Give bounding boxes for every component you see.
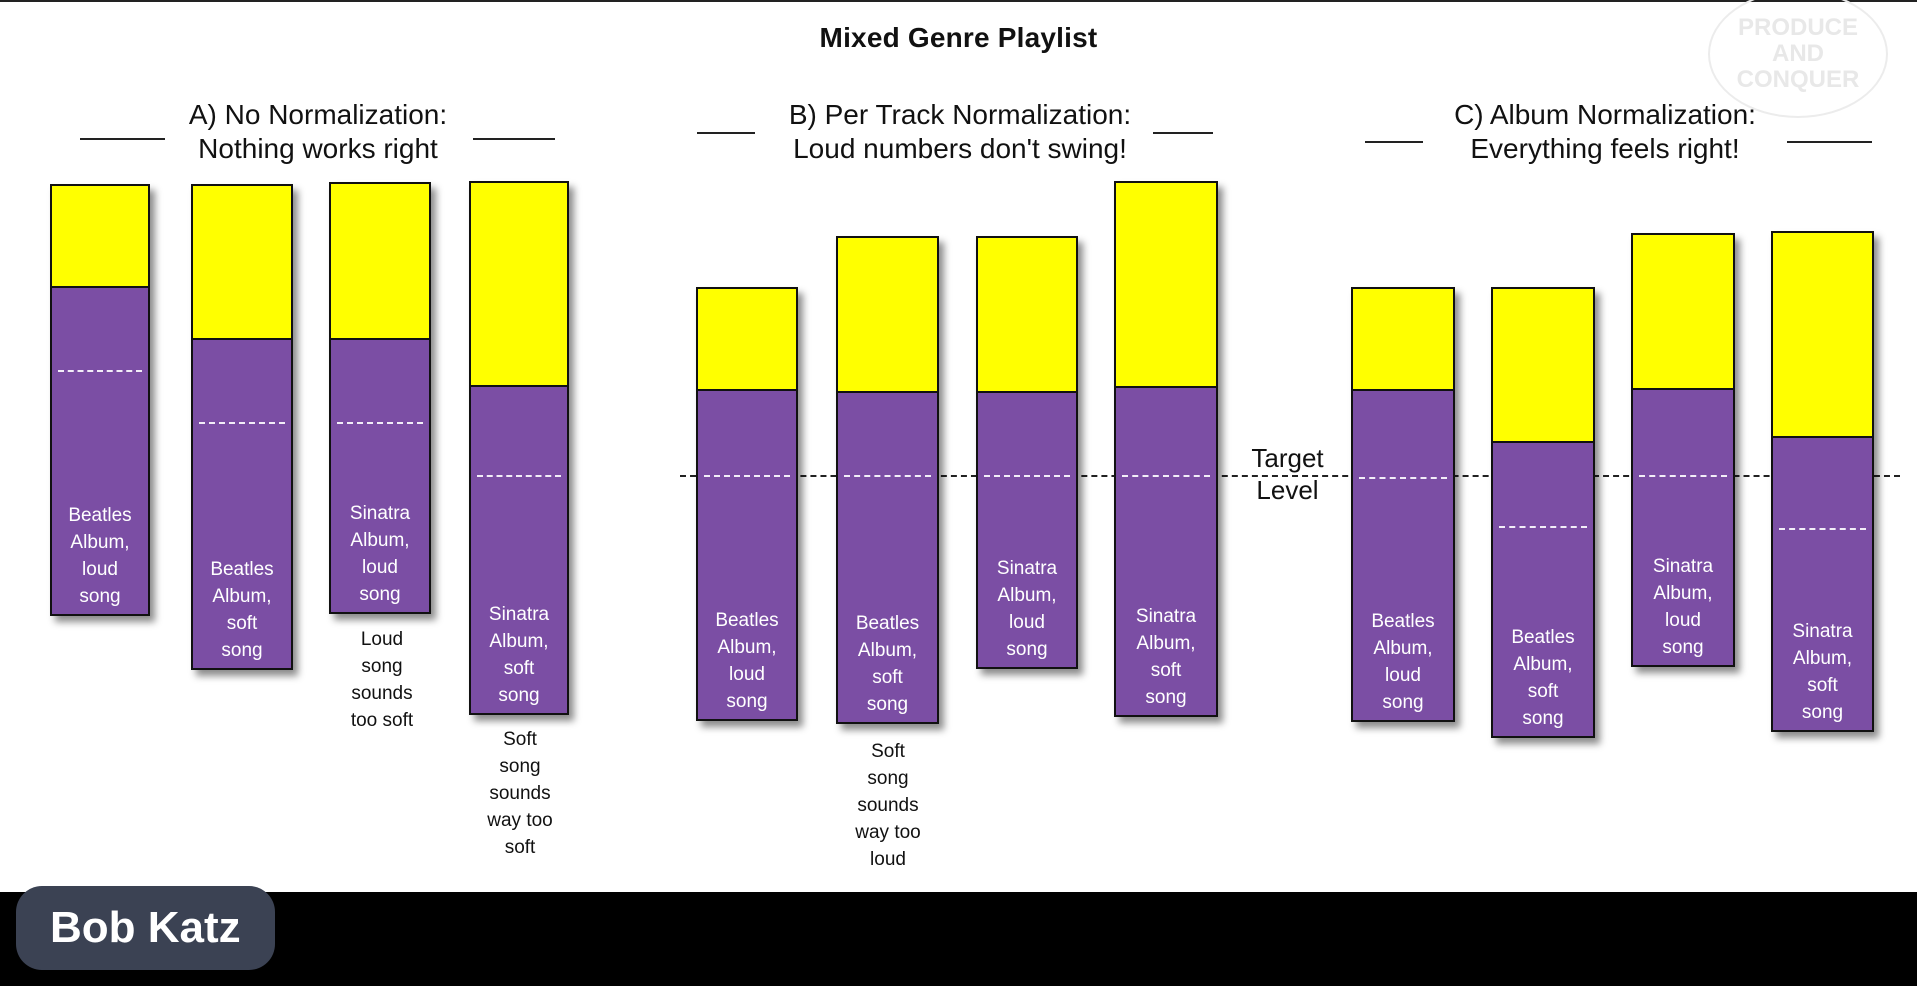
level-segment xyxy=(696,391,798,721)
reference-dash xyxy=(984,475,1070,477)
headroom-segment xyxy=(976,236,1078,393)
reference-dash xyxy=(199,422,285,424)
heading-dash xyxy=(80,138,165,140)
headroom-segment xyxy=(696,287,798,391)
bar-a-sinatra-soft: Sinatra Album, soft song xyxy=(469,181,569,715)
top-border xyxy=(0,0,1917,2)
bar-b-beatles-loud: Beatles Album, loud song xyxy=(696,287,798,721)
level-segment xyxy=(50,288,150,616)
level-segment xyxy=(191,340,293,670)
speaker-name-tag: Bob Katz xyxy=(16,886,275,970)
headroom-segment xyxy=(329,182,431,340)
reference-dash xyxy=(1499,526,1587,528)
level-segment xyxy=(976,393,1078,669)
headroom-segment xyxy=(469,181,569,387)
headroom-segment xyxy=(836,236,939,393)
channel-logo: PRODUCE AND CONQUER xyxy=(1708,0,1888,118)
reference-dash xyxy=(844,475,931,477)
bar-a-beatles-loud: Beatles Album, loud song xyxy=(50,184,150,616)
diagram-title: Mixed Genre Playlist xyxy=(819,22,1098,53)
bar-b-sinatra-loud: Sinatra Album, loud song xyxy=(976,236,1078,669)
headroom-segment xyxy=(191,184,293,340)
bar-note: Loud song sounds too soft xyxy=(350,629,414,731)
reference-dash xyxy=(337,422,423,424)
reference-dash xyxy=(477,475,561,477)
level-segment xyxy=(1631,390,1735,667)
bar-label: Sinatra Album, loud song xyxy=(996,558,1058,660)
bar-b-beatles-soft: Beatles Album, soft song xyxy=(836,236,939,724)
bar-label: Beatles Album, soft song xyxy=(210,559,274,661)
bar-label: Sinatra Album, loud song xyxy=(1652,556,1714,658)
level-segment xyxy=(1351,391,1455,722)
heading-dash xyxy=(473,138,555,140)
bar-label: Beatles Album, soft song xyxy=(1511,627,1575,729)
bar-label: Beatles Album, soft song xyxy=(855,613,920,715)
heading-dash xyxy=(1365,141,1423,143)
bar-label: Sinatra Album, soft song xyxy=(488,604,550,706)
bar-note: Soft song sounds way too loud xyxy=(855,741,921,870)
bar-note: Soft song sounds way too soft xyxy=(487,729,553,858)
bar-c-beatles-soft: Beatles Album, soft song xyxy=(1491,287,1595,738)
reference-dash xyxy=(58,370,142,372)
heading-dash xyxy=(697,132,755,134)
level-segment xyxy=(469,387,569,715)
bar-a-beatles-soft: Beatles Album, soft song xyxy=(191,184,293,670)
target-level-label: Target Level xyxy=(1251,443,1324,505)
heading-dash xyxy=(1787,141,1872,143)
section-c-heading: C) Album Normalization: Everything feels… xyxy=(1454,99,1756,164)
headroom-segment xyxy=(1631,233,1735,390)
bar-a-sinatra-loud: Sinatra Album, loud song xyxy=(329,182,431,614)
bar-b-sinatra-soft: Sinatra Album, soft song xyxy=(1114,181,1218,717)
bar-label: Beatles Album, loud song xyxy=(715,610,779,712)
bar-label: Sinatra Album, loud song xyxy=(349,503,411,605)
bar-c-beatles-loud: Beatles Album, loud song xyxy=(1351,287,1455,722)
level-segment xyxy=(329,340,431,614)
bar-label: Beatles Album, loud song xyxy=(68,505,132,607)
reference-dash xyxy=(1122,475,1210,477)
target-level-line xyxy=(680,475,1900,477)
level-segment xyxy=(1114,388,1218,717)
bar-c-sinatra-soft: Sinatra Album, soft song xyxy=(1771,231,1874,732)
bar-c-sinatra-loud: Sinatra Album, loud song xyxy=(1631,233,1735,667)
headroom-segment xyxy=(1351,287,1455,391)
headroom-segment xyxy=(50,184,150,288)
level-segment xyxy=(1491,443,1595,738)
headroom-segment xyxy=(1771,231,1874,438)
reference-dash xyxy=(704,475,790,477)
heading-dash xyxy=(1153,132,1213,134)
section-b-heading: B) Per Track Normalization: Loud numbers… xyxy=(788,99,1132,164)
slide: Mixed Genre Playlist A) No Normalization… xyxy=(0,0,1917,892)
bar-label: Sinatra Album, soft song xyxy=(1135,606,1197,708)
bar-label: Beatles Album, loud song xyxy=(1371,611,1435,713)
bar-label: Sinatra Album, soft song xyxy=(1792,621,1853,723)
section-a-heading: A) No Normalization: Nothing works right xyxy=(188,99,448,164)
reference-dash xyxy=(1779,528,1866,530)
level-segment xyxy=(836,393,939,724)
reference-dash xyxy=(1639,475,1727,477)
reference-dash xyxy=(1359,477,1447,479)
headroom-segment xyxy=(1491,287,1595,443)
level-segment xyxy=(1771,438,1874,732)
headroom-segment xyxy=(1114,181,1218,388)
